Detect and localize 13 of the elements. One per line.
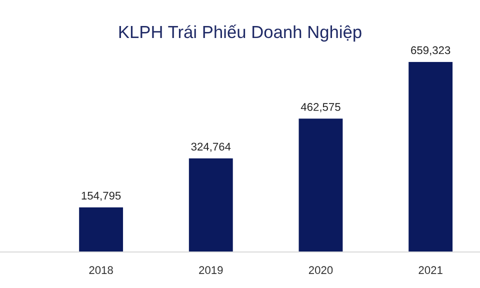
x-tick-label: 2018	[89, 266, 113, 274]
data-label: 659,323	[411, 46, 450, 56]
bar	[298, 118, 343, 252]
x-tick-label: 2020	[308, 266, 333, 274]
bar	[408, 62, 453, 252]
data-label: 154,795	[82, 192, 121, 201]
chart-title: KLPH Trái Phiếu Doanh Nghiệp	[119, 24, 362, 42]
bar	[79, 207, 124, 252]
data-label: 462,575	[300, 103, 340, 112]
x-tick-label: 2019	[199, 266, 223, 274]
x-tick-label: 2021	[418, 266, 442, 274]
data-label: 324,764	[191, 142, 231, 152]
bar	[188, 158, 233, 252]
